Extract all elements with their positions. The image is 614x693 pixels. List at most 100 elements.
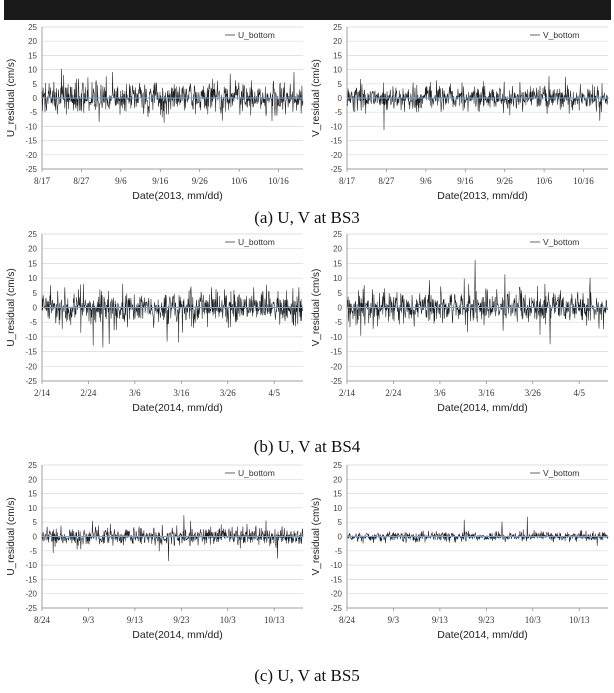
bs4-v-series-V_bottom bbox=[346, 260, 609, 345]
bs5-u-legend-label: U_bottom bbox=[238, 468, 275, 478]
bs3-u-xtick-label: 9/26 bbox=[192, 176, 209, 186]
bs4-v-axes: -25 -20 -15 -10 -5 0 5 10 15 20 25 2/14 2/24 3/6 3/16 3… bbox=[311, 230, 609, 414]
bs5-u-ytick-label: -25 bbox=[25, 604, 37, 613]
bs3-v-ytick-label: 20 bbox=[333, 37, 342, 46]
bs4-v-ytick-label: 5 bbox=[338, 289, 343, 298]
bs3-u-ytick-label: -20 bbox=[25, 151, 37, 160]
bs4-u-ytick-label: 10 bbox=[28, 274, 37, 283]
bs3-u-xtick-label: 10/6 bbox=[231, 176, 248, 186]
bs3-v-ytick-label: 5 bbox=[338, 80, 343, 89]
bs3-u-xtick-label: 10/16 bbox=[268, 176, 289, 186]
bs5-u-ytick-label: -15 bbox=[25, 575, 37, 584]
bs4-u-ytick-label: 0 bbox=[33, 304, 38, 313]
bs3-v-ytick-label: 15 bbox=[333, 51, 342, 60]
bs5-u-y-axis-title: U_residual (cm/s) bbox=[6, 497, 17, 575]
bs5-v-ytick-label: -20 bbox=[330, 590, 342, 599]
bs3-u-ytick-label: 20 bbox=[28, 37, 37, 46]
bs3-u-y-axis-title: U_residual (cm/s) bbox=[6, 59, 17, 137]
bs3-u-ytick-label: -25 bbox=[25, 165, 37, 174]
bs5-v-ytick-label: 15 bbox=[333, 490, 342, 499]
bs3-u-axes: -25 -20 -15 -10 -5 0 5 10 15 20 25 8/17 8/27 9/6 9/16 9… bbox=[6, 23, 304, 202]
bs5-u-xtick-label: 9/13 bbox=[127, 615, 144, 625]
bs5-v-ytick-label: -5 bbox=[335, 547, 343, 556]
bs3-v-y-axis-title: V_residual (cm/s) bbox=[311, 59, 322, 137]
bs3-v-axes: -25 -20 -15 -10 -5 0 5 10 15 20 25 8/17 8/27 9/6 9/16 9… bbox=[311, 23, 609, 202]
bs4-u-series-U_bottom bbox=[41, 283, 304, 348]
chart-bs3-v: -25 -20 -15 -10 -5 0 5 10 15 20 25 8/17 8/27 9/6 9/16 9… bbox=[311, 23, 609, 202]
bs5-u-x-axis-title: Date(2014, mm/dd) bbox=[132, 629, 222, 641]
bs4-u-xtick-label: 3/6 bbox=[129, 388, 141, 398]
bs5-v-series-V_bottom bbox=[346, 516, 609, 546]
bs4-u-ytick-label: -25 bbox=[25, 377, 37, 386]
bs3-u-ytick-label: -5 bbox=[30, 108, 38, 117]
caption-bs4: (b) U, V at BS4 bbox=[253, 437, 361, 456]
chart-bs3-u: -25 -20 -15 -10 -5 0 5 10 15 20 25 8/17 8/27 9/6 9/16 9… bbox=[6, 23, 304, 202]
bs4-u-legend-label: U_bottom bbox=[238, 237, 275, 247]
bs4-u-ytick-label: 15 bbox=[28, 259, 37, 268]
bs5-v-ytick-label: -10 bbox=[330, 561, 342, 570]
bs3-v-xtick-label: 9/6 bbox=[420, 176, 432, 186]
bs3-u-xtick-label: 9/6 bbox=[115, 176, 127, 186]
bs5-u-ytick-label: -20 bbox=[25, 590, 37, 599]
bs3-u-xtick-label: 8/27 bbox=[73, 176, 90, 186]
bs4-u-xtick-label: 4/5 bbox=[268, 388, 280, 398]
chart-bs5-v: -25 -20 -15 -10 -5 0 5 10 15 20 25 8/24 9/3 9/13 9/23 1… bbox=[311, 461, 609, 641]
bs3-u-legend-label: U_bottom bbox=[238, 30, 275, 40]
bs5-u-ytick-label: 20 bbox=[28, 475, 37, 484]
bs3-u-ytick-label: 15 bbox=[28, 51, 37, 60]
bs4-v-ytick-label: -10 bbox=[330, 333, 342, 342]
bs4-v-ytick-label: 20 bbox=[333, 245, 342, 254]
bs5-v-xtick-label: 8/24 bbox=[339, 615, 356, 625]
bs3-v-ytick-label: -20 bbox=[330, 151, 342, 160]
bs3-u-xtick-label: 8/17 bbox=[34, 176, 51, 186]
bs5-v-ytick-label: 25 bbox=[333, 461, 342, 470]
bs3-u-ytick-label: 0 bbox=[33, 94, 38, 103]
bs4-u-xtick-label: 3/16 bbox=[173, 388, 190, 398]
bs3-v-xtick-label: 10/6 bbox=[536, 176, 553, 186]
bs3-u-ytick-label: 25 bbox=[28, 23, 37, 32]
bs5-v-ytick-label: 0 bbox=[338, 533, 343, 542]
bs3-v-ytick-label: -5 bbox=[335, 108, 343, 117]
bs3-v-legend-label: V_bottom bbox=[543, 30, 579, 40]
bs4-v-ytick-label: -25 bbox=[330, 377, 342, 386]
bs3-v-ytick-label: -10 bbox=[330, 122, 342, 131]
bs4-u-ytick-label: -15 bbox=[25, 348, 37, 357]
bs3-u-xtick-label: 9/16 bbox=[152, 176, 169, 186]
bs5-v-y-axis-title: V_residual (cm/s) bbox=[311, 498, 322, 576]
bs4-v-xtick-label: 4/5 bbox=[573, 388, 585, 398]
bs3-v-xtick-label: 9/16 bbox=[457, 176, 474, 186]
bs5-v-ytick-label: 10 bbox=[333, 504, 342, 513]
bs4-v-x-axis-title: Date(2014, mm/dd) bbox=[437, 402, 527, 414]
bs4-u-ytick-label: 5 bbox=[33, 289, 38, 298]
bs4-u-ytick-label: -10 bbox=[25, 333, 37, 342]
bs4-v-y-axis-title: V_residual (cm/s) bbox=[311, 269, 322, 347]
bs5-u-ytick-label: 0 bbox=[33, 533, 38, 542]
bs5-v-legend-label: V_bottom bbox=[543, 468, 579, 478]
bs4-v-xtick-label: 3/16 bbox=[478, 388, 495, 398]
bs4-u-axes: -25 -20 -15 -10 -5 0 5 10 15 20 25 2/14 2/24 3/6 3/16 3… bbox=[6, 230, 304, 414]
chart-bs4-u: -25 -20 -15 -10 -5 0 5 10 15 20 25 2/14 2/24 3/6 3/16 3… bbox=[6, 230, 304, 414]
bs3-u-ytick-label: -10 bbox=[25, 122, 37, 131]
bs5-v-axes: -25 -20 -15 -10 -5 0 5 10 15 20 25 8/24 9/3 9/13 9/23 1… bbox=[311, 461, 609, 641]
bs3-v-ytick-label: 25 bbox=[333, 23, 342, 32]
bs4-u-y-axis-title: U_residual (cm/s) bbox=[6, 268, 17, 346]
chart-bs5-u: -25 -20 -15 -10 -5 0 5 10 15 20 25 8/24 9/3 9/13 9/23 1… bbox=[6, 461, 304, 641]
bs5-v-x-axis-title: Date(2014, mm/dd) bbox=[437, 629, 527, 641]
bs4-u-ytick-label: -20 bbox=[25, 362, 37, 371]
bs4-u-xtick-label: 2/14 bbox=[34, 388, 51, 398]
bs3-v-xtick-label: 10/16 bbox=[573, 176, 594, 186]
bs4-u-ytick-label: 25 bbox=[28, 230, 37, 239]
bs4-v-xtick-label: 2/14 bbox=[339, 388, 356, 398]
chart-bs4-v: -25 -20 -15 -10 -5 0 5 10 15 20 25 2/14 2/24 3/6 3/16 3… bbox=[311, 230, 609, 414]
bs4-u-x-axis-title: Date(2014, mm/dd) bbox=[132, 402, 222, 414]
bs4-v-ytick-label: 0 bbox=[338, 304, 343, 313]
bs4-v-ytick-label: 15 bbox=[333, 259, 342, 268]
bs5-u-axes: -25 -20 -15 -10 -5 0 5 10 15 20 25 8/24 9/3 9/13 9/23 1… bbox=[6, 461, 304, 641]
bs5-u-xtick-label: 8/24 bbox=[34, 615, 51, 625]
bs3-v-x-axis-title: Date(2013, mm/dd) bbox=[437, 190, 527, 202]
bs4-u-ytick-label: -5 bbox=[30, 318, 38, 327]
bs5-v-ytick-label: -25 bbox=[330, 604, 342, 613]
top-bar bbox=[4, 0, 611, 20]
bs3-v-ytick-label: -25 bbox=[330, 165, 342, 174]
bs3-v-series-V_bottom bbox=[346, 76, 609, 131]
